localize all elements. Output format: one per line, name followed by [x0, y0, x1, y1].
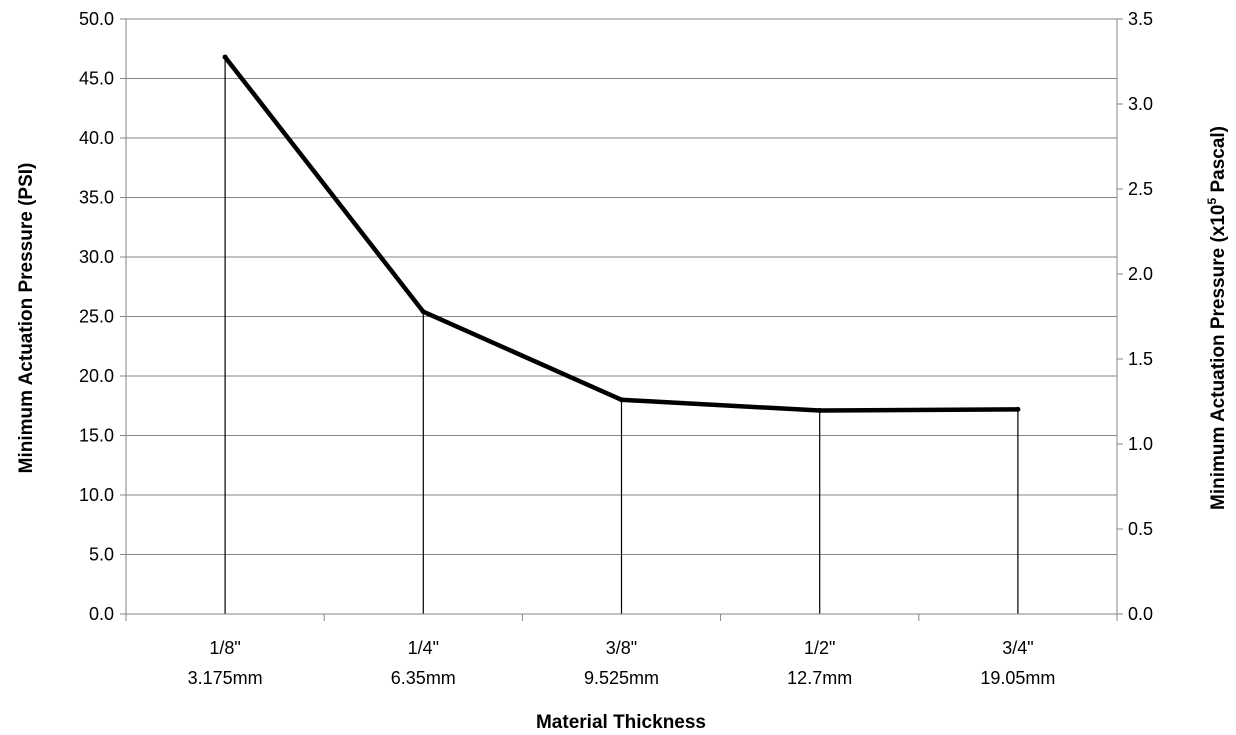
y-axis-title: Minimum Actuation Pressure (PSI)	[16, 163, 37, 474]
y-tick-label: 40.0	[79, 128, 114, 148]
data-point	[1015, 406, 1021, 412]
y2-tick-label: 0.0	[1128, 604, 1153, 624]
y2-tick-label: 1.0	[1128, 434, 1153, 454]
data-point	[222, 54, 228, 60]
series-polyline	[222, 54, 1021, 413]
x-tick-label-fraction: 1/4"	[408, 638, 439, 658]
x-axis-tick-labels: 1/8" 3.175mm 1/4" 6.35mm 3/8" 9.525mm 1/2" 12.7…	[188, 638, 1056, 688]
y2-tick-label: 2.5	[1128, 179, 1153, 199]
gridlines	[126, 18, 1117, 555]
y2-axis-title-superscript: 5	[1205, 198, 1219, 205]
x-tick-label-fraction: 1/8"	[209, 638, 240, 658]
y2-axis-tick-labels: 0.0 0.5 1.0 1.5 2.0 2.5 3.0 3.5	[1128, 9, 1153, 624]
y-tick-label: 50.0	[79, 9, 114, 29]
y2-tick-label: 1.5	[1128, 349, 1153, 369]
y2-tick-label: 3.0	[1128, 94, 1153, 114]
x-tick-label-mm: 6.35mm	[391, 668, 456, 688]
y-tick-label: 5.0	[89, 545, 114, 565]
data-point	[420, 309, 426, 315]
series-line	[222, 54, 1021, 414]
x-tick-label-fraction: 3/8"	[606, 638, 637, 658]
y-tick-label: 10.0	[79, 485, 114, 505]
axes	[120, 18, 1123, 621]
y2-axis-title-main: Minimum Actuation Pressure (x10	[1208, 205, 1229, 510]
data-point	[619, 397, 624, 403]
y-tick-label: 25.0	[79, 307, 114, 327]
y-tick-label: 45.0	[79, 69, 114, 89]
x-tick-label-fraction: 1/2"	[804, 638, 835, 658]
data-point	[817, 408, 823, 414]
drop-lines	[224, 57, 1019, 614]
x-tick-label-mm: 19.05mm	[980, 668, 1055, 688]
y2-axis-title-end: Pascal)	[1208, 126, 1229, 198]
x-tick-label-fraction: 3/4"	[1002, 638, 1033, 658]
y-tick-label: 35.0	[79, 188, 114, 208]
y2-axis-title: Minimum Actuation Pressure (x105 Pascal)	[1205, 126, 1229, 510]
y2-tick-label: 3.5	[1128, 9, 1153, 29]
y-tick-label: 20.0	[79, 366, 114, 386]
y2-tick-label: 0.5	[1128, 519, 1153, 539]
y-tick-label: 0.0	[89, 604, 114, 624]
x-axis-title: Material Thickness	[536, 712, 706, 733]
x-tick-label-mm: 9.525mm	[584, 668, 659, 688]
y-tick-label: 30.0	[79, 247, 114, 267]
x-tick-label-mm: 3.175mm	[188, 668, 263, 688]
x-tick-label-mm: 12.7mm	[787, 668, 852, 688]
y-axis-tick-labels: 0.0 5.0 10.0 15.0 20.0 25.0 30.0 35.0 40.0 45.0 50…	[79, 9, 114, 624]
y2-tick-label: 2.0	[1128, 264, 1153, 284]
y-tick-label: 15.0	[79, 426, 114, 446]
